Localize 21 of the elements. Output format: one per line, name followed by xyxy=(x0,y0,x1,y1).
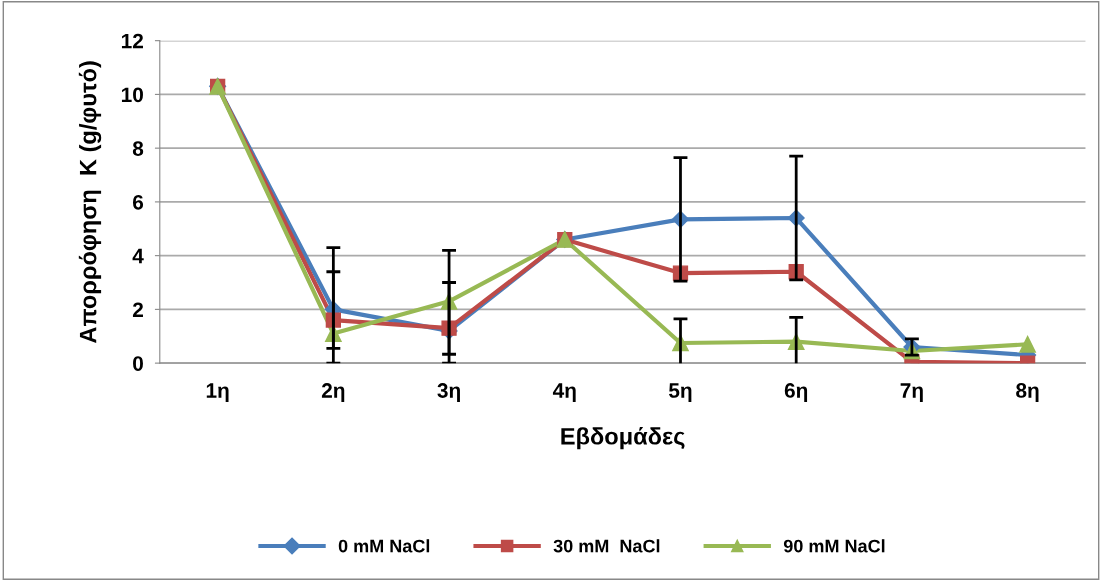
x-tick-label: 6η xyxy=(784,383,808,402)
x-tick-label: 1η xyxy=(206,383,229,402)
y-axis-title: Απορρόφηση K (g/φυτό) xyxy=(78,61,102,344)
y-tick-label: 10 xyxy=(121,87,143,103)
legend-label: 0 mM NaCl xyxy=(338,539,430,553)
x-axis-title: Εβδομάδες xyxy=(561,426,685,450)
y-tick-label: 6 xyxy=(132,194,144,210)
legend-label: 90 mM NaCl xyxy=(783,539,885,553)
legend-label: 30 mM NaCl xyxy=(553,539,660,553)
y-tick-label: 4 xyxy=(132,248,144,264)
y-tick-label: 0 xyxy=(133,356,143,371)
x-tick-label: 4η xyxy=(552,383,576,402)
x-tick-label: 2η xyxy=(321,383,345,402)
y-tick-label: 2 xyxy=(132,302,143,317)
x-tick-label: 7η xyxy=(900,383,923,402)
x-tick-label: 8η xyxy=(1016,383,1039,402)
x-tick-label: 5η xyxy=(668,383,692,402)
x-tick-label: 3η xyxy=(437,383,460,402)
point xyxy=(1019,335,1036,353)
y-tick-label: 8 xyxy=(132,141,144,156)
y-tick-label: 12 xyxy=(121,33,143,49)
